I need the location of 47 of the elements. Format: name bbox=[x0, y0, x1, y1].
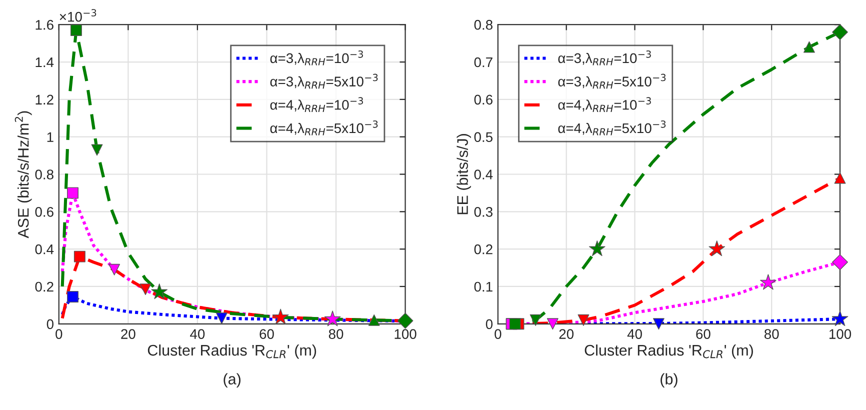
legend-label: α=3,λ$_{RRH}$=5x10$^{−3}$ bbox=[558, 74, 666, 89]
y-tick-label: 0.7 bbox=[474, 57, 492, 68]
x-tick-label: 60 bbox=[260, 329, 274, 339]
y-tick-label: 1 bbox=[47, 132, 54, 142]
text: ×10$^{−3}$ bbox=[60, 9, 96, 22]
legend-label: α=3,λ$_{RRH}$=10$^{−3}$ bbox=[558, 50, 651, 66]
y-tick-label: 1.4 bbox=[36, 57, 54, 68]
y-axis-title: ASE (bits/s/Hz/m$^{2}$) bbox=[14, 111, 32, 238]
x-axis-title: Cluster Radius 'R$_{CLR}$' (m) bbox=[584, 344, 753, 359]
y-tick-label: 0.3 bbox=[474, 206, 492, 217]
x-tick-label: 0 bbox=[494, 329, 502, 339]
x-tick-label: 20 bbox=[121, 329, 136, 339]
y-tick-label: 0.5 bbox=[474, 132, 493, 142]
y-tick-label: 0.8 bbox=[35, 170, 54, 180]
y-tick-label: 0.4 bbox=[35, 244, 54, 254]
point bbox=[397, 312, 414, 329]
x-tick-label: 0 bbox=[56, 329, 62, 339]
point bbox=[368, 314, 380, 326]
x-tick-label: 80 bbox=[328, 329, 344, 339]
y-tick-label: 0.2 bbox=[474, 244, 492, 254]
y-tick-label: 0.4 bbox=[474, 170, 493, 180]
x-tick-label: 40 bbox=[627, 329, 642, 339]
text: (b) bbox=[660, 373, 678, 388]
y-tick-label: 0.2 bbox=[35, 282, 54, 292]
legend-label: α=4,λ$_{RRH}$=5x10$^{−3}$ bbox=[270, 120, 378, 136]
x-axis-title: Cluster Radius 'R$_{CLR}$' (m) bbox=[148, 344, 316, 359]
y-tick-label: 0.1 bbox=[474, 282, 492, 292]
y-axis-title: EE (bits/s/J) bbox=[456, 134, 471, 214]
text: (a) bbox=[224, 373, 240, 388]
y-tick-label: 0.6 bbox=[474, 94, 492, 105]
y-tick-label: 1.6 bbox=[36, 20, 54, 30]
legend-label: α=3,λ$_{RRH}$=10$^{−3}$ bbox=[270, 50, 363, 66]
legend-label: α=4,λ$_{RRH}$=10$^{−3}$ bbox=[558, 97, 651, 112]
x-tick-label: 100 bbox=[394, 329, 416, 339]
x-tick-label: 100 bbox=[829, 329, 852, 339]
y-tick-label: 0.8 bbox=[474, 20, 492, 30]
x-tick-label: 20 bbox=[559, 329, 574, 339]
legend-label: α=3,λ$_{RRH}$=5x10$^{−3}$ bbox=[270, 74, 378, 89]
x-tick-label: 60 bbox=[696, 329, 710, 339]
y-tick-label: 0 bbox=[46, 319, 54, 330]
x-tick-label: 80 bbox=[764, 329, 779, 339]
x-tick-label: 40 bbox=[190, 329, 205, 339]
y-tick-label: 0 bbox=[486, 319, 493, 330]
legend-label: α=4,λ$_{RRH}$=5x10$^{−3}$ bbox=[558, 120, 666, 136]
y-tick-label: 1.2 bbox=[36, 94, 54, 104]
legend-label: α=4,λ$_{RRH}$=10$^{−3}$ bbox=[270, 97, 363, 112]
y-tick-label: 0.6 bbox=[35, 206, 54, 217]
